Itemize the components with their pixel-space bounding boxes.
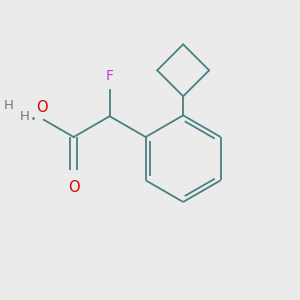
Text: H: H xyxy=(4,99,14,112)
Text: O: O xyxy=(36,100,48,116)
Text: O: O xyxy=(68,180,80,195)
Text: H: H xyxy=(20,110,30,123)
Text: F: F xyxy=(106,69,114,83)
